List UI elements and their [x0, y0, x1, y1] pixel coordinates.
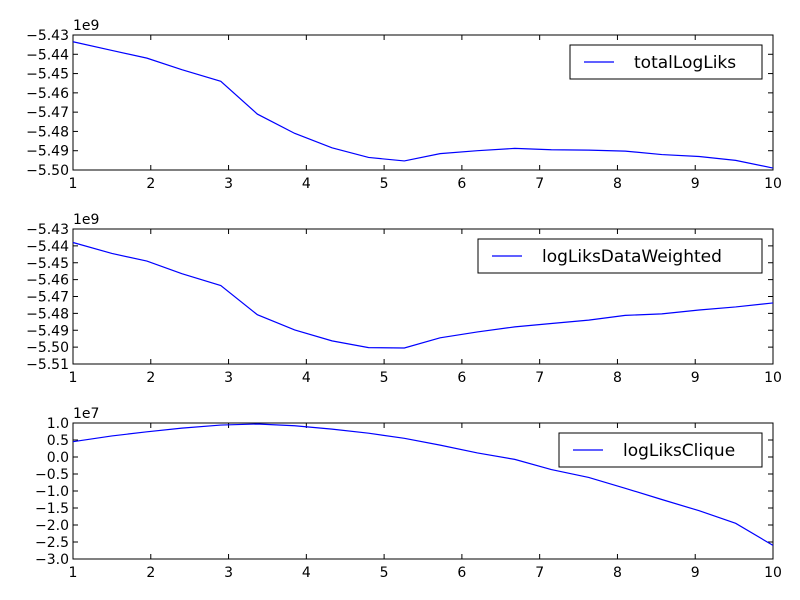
y-tick-label: −1.5 [35, 501, 69, 517]
legend-label: logLiksDataWeighted [542, 247, 722, 267]
x-tick-label: 5 [380, 565, 389, 581]
y-tick-label: −5.50 [26, 340, 69, 356]
y-tick-label: 1.0 [47, 416, 69, 432]
legend: totalLogLiks [569, 44, 763, 80]
axes-frame [72, 228, 774, 365]
x-tick-label: 10 [764, 176, 782, 192]
subplot-1: 1 2 3 4 5 6 7 8 9 10 −5.50 −5.49 −5.48 −5.47 −5.46 −5.4… [26, 18, 782, 192]
x-tick-label: 9 [691, 565, 700, 581]
y-tick-label: −5.43 [26, 222, 69, 238]
y-offset-label: 1e9 [73, 18, 99, 34]
legend-label: logLiksClique [623, 441, 735, 461]
x-tick-label: 8 [613, 565, 622, 581]
y-offset-label: 1e9 [73, 212, 99, 228]
x-tick-label: 1 [69, 370, 78, 386]
y-tick-label: −5.50 [26, 163, 69, 179]
x-tick-label: 4 [302, 176, 311, 192]
y-tick-label: −5.47 [26, 105, 69, 121]
x-tick-label: 3 [224, 370, 233, 386]
y-tick-label: −5.43 [26, 28, 69, 44]
x-tick-label: 3 [224, 565, 233, 581]
subplot-2: 1 2 3 4 5 6 7 8 9 10−5.51−5.50−5.49−5.48−5.47−5.4… [26, 212, 782, 386]
x-tick-label: 10 [764, 370, 782, 386]
x-tick-label: 5 [380, 176, 389, 192]
y-tick-label: −0.5 [35, 467, 69, 483]
y-tick-label: −5.48 [26, 306, 69, 322]
x-tick-label: 1 [69, 176, 78, 192]
legend-box [477, 238, 763, 274]
x-tick-label: 4 [302, 565, 311, 581]
y-tick-label: −5.44 [26, 239, 69, 255]
x-tick-label: 2 [146, 370, 155, 386]
y-offset-label: 1e7 [73, 406, 99, 422]
y-tick-label: 0.0 [47, 450, 69, 466]
series-line-totalLogLiks [72, 41, 774, 169]
series-line-logLiksClique [72, 423, 774, 546]
y-tick-label: −2.0 [35, 518, 69, 534]
x-tick-label: 8 [613, 176, 622, 192]
y-tick-label: −5.46 [26, 273, 69, 289]
x-tick-label: 1 [69, 565, 78, 581]
x-tick-label: 9 [691, 370, 700, 386]
x-tick-label: 3 [224, 176, 233, 192]
y-tick-label: −5.51 [26, 357, 69, 373]
y-tick-label: −5.48 [26, 124, 69, 140]
y-tick-label: −5.47 [26, 290, 69, 306]
y-tick-label: −3.0 [35, 552, 69, 568]
x-tick-label: 2 [146, 176, 155, 192]
subplot-3: 1 2 3 4 5 6 7 8 9 10 −3.0−2.5−2.0−1.5−1.0−0.50.00.… [35, 406, 782, 581]
x-tick-label: 7 [535, 370, 544, 386]
x-tick-label: 7 [535, 176, 544, 192]
x-tick-label: 6 [457, 176, 466, 192]
y-tick-label: −5.44 [26, 47, 69, 63]
y-tick-label: −5.45 [26, 256, 69, 272]
x-tick-label: 9 [691, 176, 700, 192]
y-tick-label: −5.46 [26, 86, 69, 102]
y-tick-label: −1.0 [35, 484, 69, 500]
x-tick-label: 4 [302, 370, 311, 386]
y-tick-label: −5.49 [26, 323, 69, 339]
x-tick-label: 6 [457, 370, 466, 386]
x-tick-label: 10 [764, 565, 782, 581]
y-tick-label: −2.5 [35, 535, 69, 551]
x-tick-label: 2 [146, 565, 155, 581]
y-tick-label: −5.49 [26, 144, 69, 160]
y-tick-label: 0.5 [47, 433, 69, 449]
legend: logLiksDataWeighted [477, 238, 763, 274]
x-tick-label: 8 [613, 370, 622, 386]
series-line-logLiksDataWeighted [72, 241, 774, 349]
x-tick-label: 6 [457, 565, 466, 581]
legend: logLiksClique [558, 432, 763, 468]
legend-label: totalLogLiks [634, 53, 736, 73]
y-tick-label: −5.45 [26, 67, 69, 83]
x-tick-label: 7 [535, 565, 544, 581]
x-tick-label: 5 [380, 370, 389, 386]
